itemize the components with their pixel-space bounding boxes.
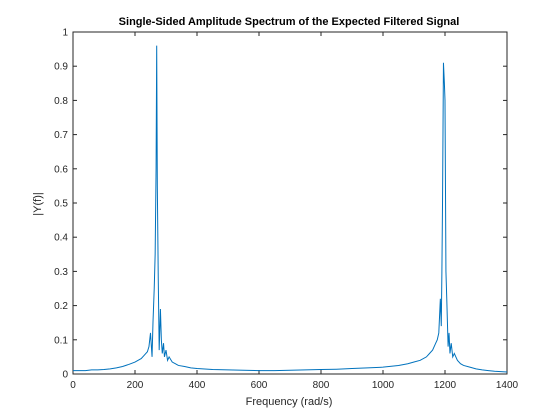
x-axis-label: Frequency (rad/s) — [246, 396, 333, 408]
x-tick-label: 800 — [313, 380, 330, 391]
chart-title: Single-Sided Amplitude Spectrum of the E… — [119, 16, 460, 28]
x-tick-label: 400 — [189, 380, 206, 391]
x-tick-label: 1200 — [434, 380, 457, 391]
x-tick-label: 600 — [251, 380, 268, 391]
x-tick-label: 1000 — [372, 380, 395, 391]
plot-area — [72, 31, 508, 375]
y-tick-label: 0.5 — [54, 199, 68, 210]
x-tick-label: 200 — [127, 380, 144, 391]
y-tick-label: 0.3 — [54, 267, 68, 278]
y-tick-label: 0 — [62, 370, 68, 381]
x-tick-label: 1400 — [496, 380, 519, 391]
x-tick-label: 0 — [70, 380, 76, 391]
y-tick-label: 0.9 — [54, 62, 68, 73]
y-tick-label: 0.1 — [54, 335, 68, 346]
y-tick-label: 0.4 — [54, 233, 68, 244]
y-tick-label: 0.2 — [54, 301, 68, 312]
y-tick-label: 0.8 — [54, 96, 68, 107]
series-line — [73, 45, 508, 373]
y-tick-label: 0.7 — [54, 130, 68, 141]
y-tick-label: 0.6 — [54, 164, 68, 175]
axis-ticks: 0 200 400 600 800 1000 1200 1400 0 0.1 0.2 0.3 0.4 0.… — [54, 28, 518, 392]
y-tick-label: 1 — [62, 28, 68, 39]
y-axis-label: |Y(f)| — [32, 192, 44, 215]
